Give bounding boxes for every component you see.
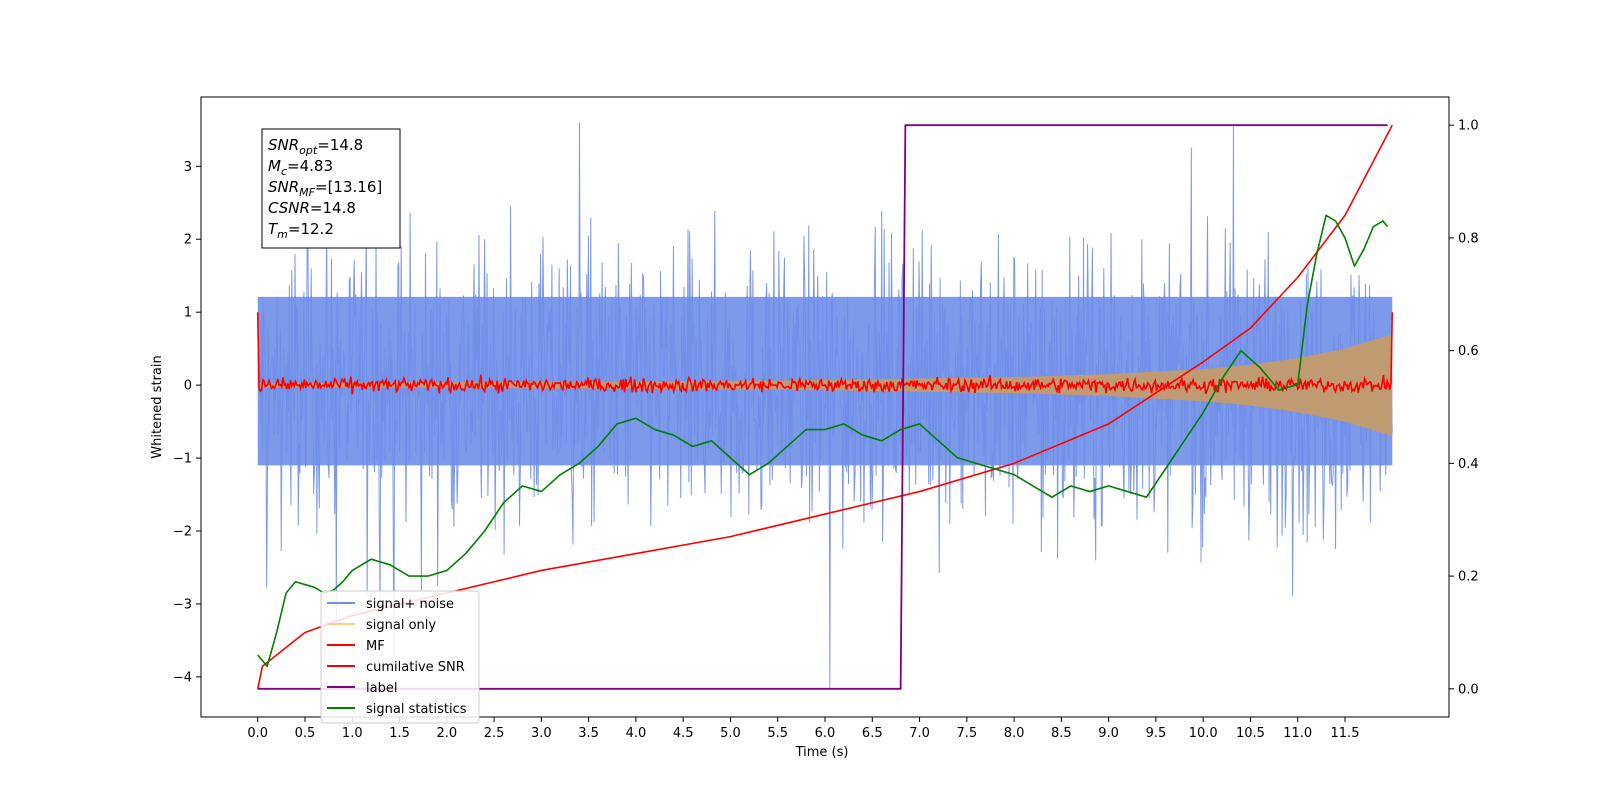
- y-tick-label: 2: [184, 233, 192, 248]
- x-tick-label: 2.0: [436, 726, 457, 741]
- annotation-line: Tm=12.2: [268, 220, 334, 241]
- legend-item-label: label: [366, 681, 397, 696]
- stats-annotation-box: SNRopt=14.8Mc=4.83SNRMF=[13.16]CSNR=14.8…: [261, 128, 401, 249]
- x-tick-label: 0.5: [295, 726, 316, 741]
- y2-axis-ticks: 0.0 0.2 0.4 0.6 0.8 1.0: [1449, 119, 1479, 697]
- x-tick-label: 5.5: [767, 726, 788, 741]
- x-tick-label: 11.0: [1283, 726, 1312, 741]
- x-tick-label: 4.5: [673, 726, 694, 741]
- x-axis-label: Time (s): [795, 745, 849, 760]
- x-tick-label: 9.5: [1146, 726, 1167, 741]
- y-tick-label: −4: [173, 670, 192, 685]
- y-tick-label: 0: [184, 379, 192, 394]
- y2-tick-label: 0.2: [1458, 570, 1479, 585]
- y-tick-label: −1: [173, 452, 192, 467]
- x-tick-label: 6.5: [862, 726, 883, 741]
- y-tick-label: 1: [184, 306, 192, 321]
- x-tick-label: 10.5: [1236, 726, 1265, 741]
- x-tick-label: 11.5: [1331, 726, 1360, 741]
- legend-frame: [320, 590, 480, 724]
- x-tick-label: 4.0: [626, 726, 647, 741]
- legend-item-mf: MF: [366, 639, 385, 654]
- y2-tick-label: 1.0: [1458, 119, 1479, 134]
- x-tick-label: 6.0: [815, 726, 836, 741]
- x-tick-label: 8.0: [1004, 726, 1025, 741]
- legend-item-signal-only: signal only: [366, 618, 436, 633]
- y-axis-label: Whitened strain: [150, 355, 165, 458]
- annotation-line: Mc=4.83: [268, 157, 333, 178]
- x-tick-label: 0.0: [247, 726, 268, 741]
- annotation-line: CSNR=14.8: [268, 199, 356, 217]
- x-tick-label: 8.5: [1051, 726, 1072, 741]
- x-axis-ticks: 0.0 0.5 1.0 1.5 2.0 2.5 3.0 3.5 4.0 4.5 5.0 5.5 6.0 6…: [247, 717, 1359, 741]
- plot-layer: [256, 122, 1394, 690]
- series-label: [257, 124, 1388, 690]
- x-tick-label: 10.0: [1189, 726, 1218, 741]
- legend-item-signal-noise: signal+ noise: [366, 597, 454, 612]
- x-tick-label: 5.0: [720, 726, 741, 741]
- y2-tick-label: 0.8: [1458, 231, 1479, 246]
- annotation-line: SNRMF=[13.16]: [268, 178, 382, 199]
- y2-tick-label: 0.4: [1458, 457, 1479, 472]
- x-tick-label: 3.0: [531, 726, 552, 741]
- legend: signal+ noise signal only MF cumilative SNR…: [320, 590, 480, 724]
- series-mf: [256, 312, 1394, 395]
- series-signal-statistics: [257, 214, 1389, 668]
- x-tick-label: 1.5: [389, 726, 410, 741]
- x-tick-label: 7.0: [909, 726, 930, 741]
- y-tick-label: 3: [184, 160, 192, 175]
- y-tick-label: −2: [173, 525, 192, 540]
- x-tick-label: 3.5: [578, 726, 599, 741]
- y2-tick-label: 0.6: [1458, 344, 1479, 359]
- annotation-line: SNRopt=14.8: [268, 136, 363, 157]
- y-tick-label: −3: [173, 597, 192, 612]
- annotation-frame: [261, 128, 401, 249]
- legend-item-cumulative-snr: cumilative SNR: [366, 660, 465, 675]
- y2-tick-label: 0.0: [1458, 682, 1479, 697]
- x-tick-label: 9.0: [1098, 726, 1119, 741]
- legend-item-signal-statistics: signal statistics: [366, 702, 467, 717]
- x-tick-label: 7.5: [956, 726, 977, 741]
- x-tick-label: 1.0: [342, 726, 363, 741]
- y-axis-ticks: −4 −3 −2 −1 0 1 2 3: [173, 160, 201, 685]
- x-tick-label: 2.5: [484, 726, 505, 741]
